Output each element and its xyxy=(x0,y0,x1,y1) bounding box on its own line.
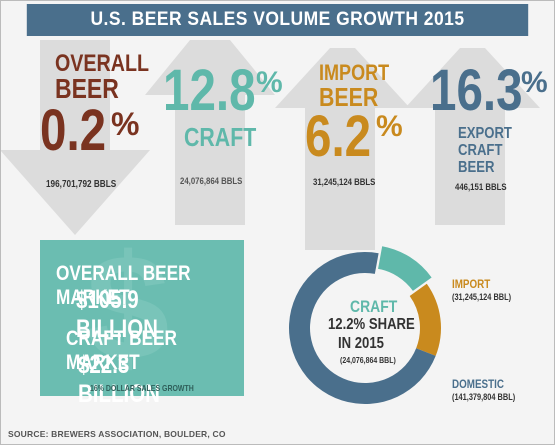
export-value: 16.3 xyxy=(430,58,523,123)
craft-label: CRAFT xyxy=(184,122,257,152)
overall-volume: 196,701,792 BBLS xyxy=(46,179,117,190)
import-up-arrow xyxy=(275,48,410,250)
donut-center-line2: IN 2015 xyxy=(338,335,384,352)
donut-center-line1: 12.2% SHARE xyxy=(328,316,415,333)
title-banner: U.S. BEER SALES VOLUME GROWTH 2015 xyxy=(26,4,529,36)
overall-percent: % xyxy=(111,106,140,142)
share-donut-chart xyxy=(288,246,441,404)
overall-label-2: BEER xyxy=(55,73,119,104)
craft-market-label: CRAFT BEER MARKET xyxy=(66,327,177,374)
domestic-legend-volume: (141,379,804 BBL) xyxy=(452,392,516,402)
overall-down-arrow xyxy=(0,40,150,235)
import-label-2: BEER xyxy=(319,82,379,112)
export-label-3: BEER xyxy=(458,159,495,176)
dollar-sign-watermark: $ xyxy=(86,223,170,391)
export-label-1: EXPORT xyxy=(458,125,512,142)
import-label-1: IMPORT xyxy=(319,60,390,85)
overall-value: 0.2 xyxy=(40,98,107,163)
craft-slice xyxy=(378,246,432,291)
export-label-2: CRAFT xyxy=(458,142,503,159)
import-percent: % xyxy=(376,110,403,143)
import-volume: 31,245,124 BBLS xyxy=(313,177,376,188)
source-note: SOURCE: BREWERS ASSOCIATION, BOULDER, CO xyxy=(8,429,226,439)
page-title: U.S. BEER SALES VOLUME GROWTH 2015 xyxy=(90,9,465,30)
market-panel: $ OVERALL BEER MARKET $105.9 BILLION CRA… xyxy=(40,232,244,408)
export-volume: 446,151 BBLS xyxy=(455,182,507,193)
export-percent: % xyxy=(521,66,548,99)
overall-market-label: OVERALL BEER MARKET xyxy=(56,262,191,309)
export-up-arrow xyxy=(405,48,540,225)
overall-label-1: OVERALL xyxy=(55,50,150,77)
craft-value: 12.8 xyxy=(163,58,256,123)
import-slice xyxy=(409,283,441,356)
craft-percent: % xyxy=(256,66,283,99)
craft-volume: 24,076,864 BBLS xyxy=(180,176,243,187)
import-legend-label: IMPORT xyxy=(452,277,491,291)
craft-up-arrow xyxy=(145,40,275,225)
craft-market-value: $22.3 BILLION xyxy=(78,351,160,408)
donut-center-volume: (24,076,864 BBL) xyxy=(340,355,396,365)
overall-market-value: $105.9 BILLION xyxy=(76,286,158,343)
import-legend-volume: (31,245,124 BBL) xyxy=(452,292,512,302)
donut-center-label: CRAFT xyxy=(350,297,398,316)
dollar-growth-note: 16% DOLLAR SALES GROWTH xyxy=(90,383,194,393)
domestic-legend-label: DOMESTIC xyxy=(452,377,504,391)
import-value: 6.2 xyxy=(305,104,372,169)
donut-hole xyxy=(311,274,419,382)
